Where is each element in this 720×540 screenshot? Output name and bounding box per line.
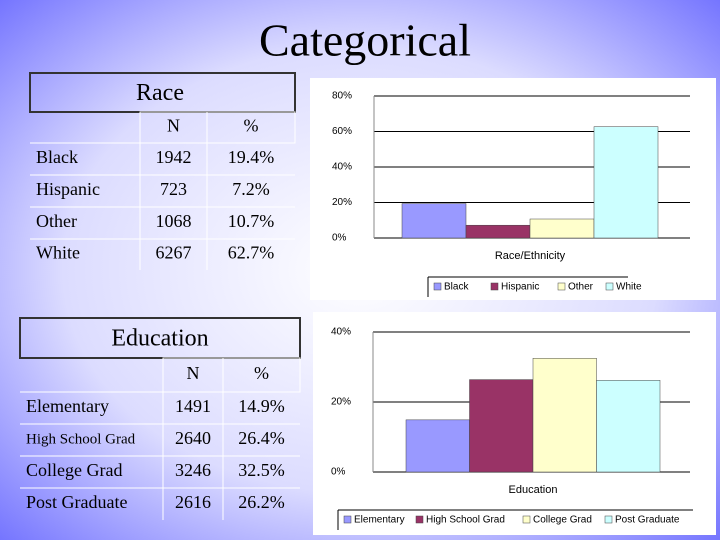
y-tick-label: 40% (331, 327, 351, 338)
y-tick-label: 80% (332, 91, 352, 102)
legend-label: Post Graduate (615, 515, 680, 526)
cell: 10.7% (228, 211, 275, 231)
table-title: Education (111, 326, 208, 352)
cell: 32.5% (238, 460, 285, 480)
row-label: Other (36, 211, 77, 231)
cell: 723 (160, 179, 187, 199)
cell: 7.2% (232, 179, 270, 199)
legend-label: Hispanic (501, 282, 539, 293)
y-tick-label: 20% (332, 197, 352, 208)
cell: 19.4% (228, 147, 275, 167)
legend-swatch (433, 282, 442, 291)
bar (596, 380, 661, 473)
y-tick-label: 60% (332, 126, 352, 137)
cell: 2616 (175, 492, 211, 512)
legend-swatch (343, 515, 352, 524)
row-label: Post Graduate (26, 492, 127, 512)
bar (529, 218, 595, 239)
legend-swatch (557, 282, 566, 291)
row-label: High School Grad (26, 431, 136, 447)
row-label: White (36, 243, 80, 263)
legend-swatch (604, 515, 613, 524)
legend-swatch (522, 515, 531, 524)
bar (401, 203, 467, 239)
column-header: % (244, 116, 259, 136)
legend-swatch (490, 282, 499, 291)
cell: 3246 (175, 460, 211, 480)
legend-label: High School Grad (426, 515, 505, 526)
cell: 26.2% (238, 492, 285, 512)
legend-label: College Grad (533, 515, 592, 526)
cell: 6267 (156, 243, 192, 263)
legend-swatch (415, 515, 424, 524)
bar (469, 379, 534, 473)
table-title: Race (136, 80, 184, 106)
cell: 14.9% (238, 396, 285, 416)
cell: 1491 (175, 396, 211, 416)
x-axis-label: Education (509, 484, 558, 496)
y-tick-label: 20% (331, 397, 351, 408)
y-tick-label: 40% (332, 162, 352, 173)
cell: 62.7% (228, 243, 275, 263)
bar (532, 358, 597, 473)
column-header: N (187, 363, 200, 383)
table-header-box (19, 317, 301, 359)
cell: 2640 (175, 428, 211, 448)
legend-label: Black (444, 282, 469, 293)
row-label: Elementary (26, 396, 109, 416)
y-tick-label: 0% (331, 467, 346, 478)
cell: 1942 (156, 147, 192, 167)
slide-title: Categorical (259, 15, 471, 66)
bar (593, 126, 659, 239)
column-header: N (167, 116, 180, 136)
legend-label: White (616, 282, 642, 293)
bar (465, 224, 531, 239)
legend-label: Other (568, 282, 594, 293)
x-axis-label: Race/Ethnicity (495, 250, 566, 262)
row-label: College Grad (26, 460, 122, 480)
column-header: % (254, 363, 269, 383)
y-tick-label: 0% (332, 233, 347, 244)
row-label: Hispanic (36, 179, 100, 199)
cell: 26.4% (238, 428, 285, 448)
cell: 1068 (156, 211, 192, 231)
legend-swatch (605, 282, 614, 291)
row-label: Black (36, 147, 78, 167)
legend-label: Elementary (354, 515, 405, 526)
bar (405, 419, 470, 473)
